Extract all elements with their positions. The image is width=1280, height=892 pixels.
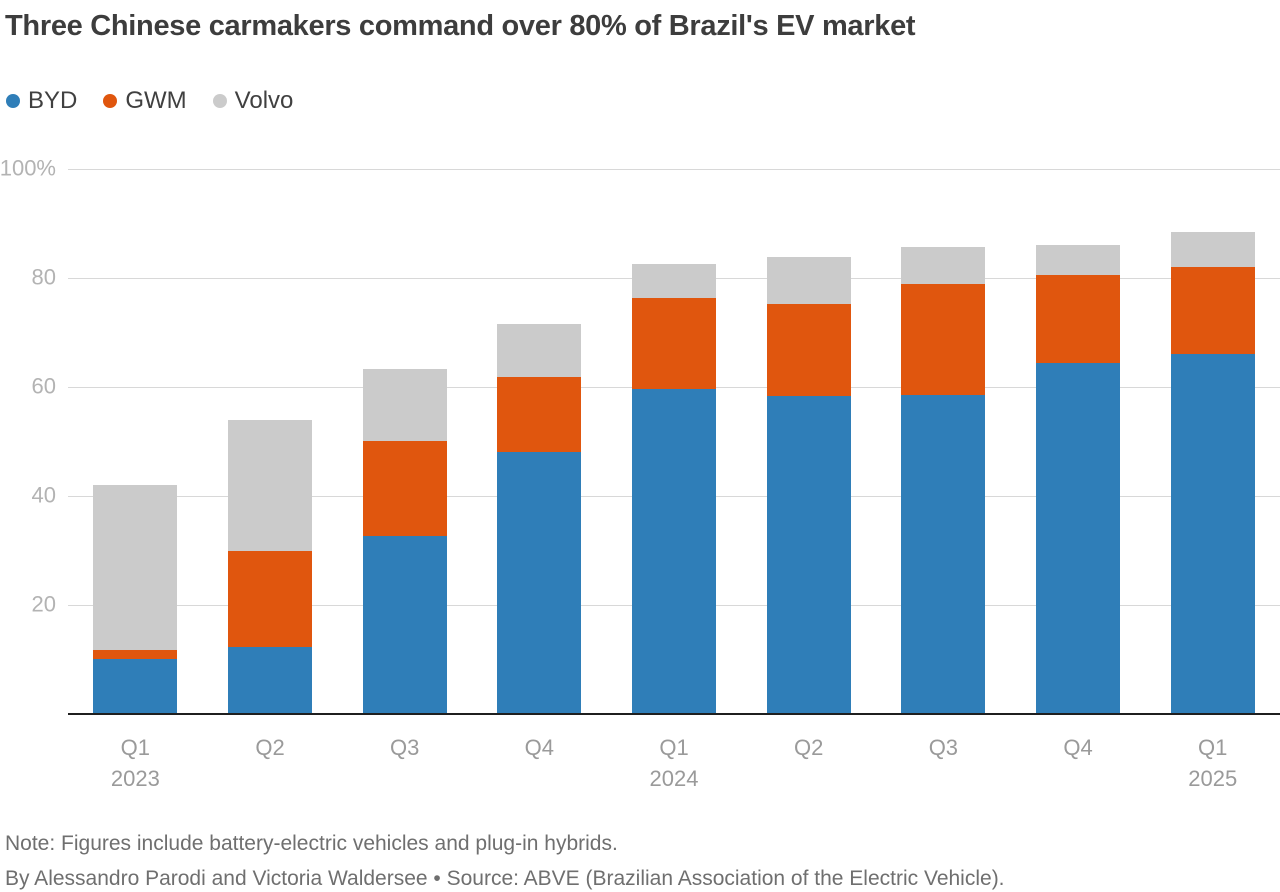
bar-segment-byd — [632, 389, 717, 714]
bar-segment-volvo — [766, 256, 851, 305]
bar-q3 — [362, 169, 447, 714]
legend-item-byd: BYD — [6, 87, 77, 115]
bars-layer — [68, 169, 1280, 714]
bar-segment-gwm — [1170, 267, 1255, 354]
legend-label: Volvo — [234, 87, 294, 114]
x-tick-label-q4: Q4 — [472, 732, 607, 794]
bar-segment-gwm — [901, 284, 986, 396]
legend-item-gwm: GWM — [103, 87, 187, 115]
bar-segment-gwm — [766, 304, 851, 397]
quarter-label: Q1 — [1198, 735, 1228, 760]
bar-segment-byd — [228, 646, 312, 714]
x-tick-label-q1-2025: Q1 2025 — [1145, 732, 1280, 794]
x-tick-label-q4: Q4 — [1011, 732, 1146, 794]
bar-q4 — [1036, 169, 1121, 714]
bar-q2 — [228, 169, 312, 714]
bar-segment-volvo — [228, 419, 312, 551]
x-tick-label-q3: Q3 — [876, 732, 1011, 794]
bar-q2 — [766, 169, 851, 714]
chart-title: Three Chinese carmakers command over 80%… — [5, 10, 916, 42]
quarter-label: Q2 — [794, 735, 824, 760]
bar-segment-volvo — [1170, 232, 1255, 268]
bar-q2-column — [741, 169, 876, 714]
legend-label: GWM — [125, 87, 187, 114]
legend-label: BYD — [28, 87, 78, 114]
y-tick-label-80: 80 — [31, 264, 56, 290]
bar-q4 — [497, 169, 582, 714]
x-tick-label-q3: Q3 — [337, 732, 472, 794]
bar-segment-gwm — [1036, 274, 1121, 364]
x-tick-label-q2: Q2 — [203, 732, 338, 794]
bar-q3 — [901, 169, 986, 714]
bar-q1-2024 — [632, 169, 717, 714]
legend-item-volvo: Volvo — [212, 87, 294, 115]
quarter-label: Q3 — [928, 735, 959, 760]
x-tick-label-q1-2024: Q1 2024 — [607, 732, 742, 794]
bar-q1-2025 — [1170, 169, 1255, 714]
bar-segment-volvo — [497, 323, 582, 378]
quarter-label: Q4 — [524, 735, 555, 760]
y-tick-label-60: 60 — [31, 373, 56, 399]
quarter-label: Q3 — [390, 735, 420, 760]
bar-q4-column — [1011, 169, 1146, 714]
y-tick-label-20: 20 — [31, 591, 56, 617]
x-axis-line — [68, 713, 1280, 715]
quarter-label: Q1 — [120, 735, 151, 760]
bar-segment-gwm — [497, 377, 582, 452]
chart-plot-area: 100% 80 60 40 20 — [0, 155, 1280, 715]
legend-dot-icon — [6, 94, 20, 108]
bar-segment-volvo — [362, 369, 447, 441]
gridline-100: 100% — [0, 155, 1280, 180]
bar-segment-volvo — [901, 246, 986, 285]
bar-segment-byd — [901, 395, 986, 714]
bar-segment-gwm — [362, 440, 447, 536]
bar-q4-column — [472, 169, 607, 714]
quarter-label: Q4 — [1063, 735, 1093, 760]
bar-q3-column — [337, 169, 472, 714]
legend-dot-icon — [103, 94, 118, 108]
bar-segment-byd — [766, 396, 851, 714]
bar-q3-column — [876, 169, 1011, 714]
y-tick-label-40: 40 — [31, 482, 56, 508]
bar-segment-byd — [362, 535, 447, 714]
bar-segment-byd — [497, 451, 582, 714]
bar-segment-volvo — [93, 485, 178, 651]
bar-segment-volvo — [1036, 244, 1121, 275]
chart-page: Three Chinese carmakers command over 80%… — [0, 10, 1280, 892]
x-tick-label-q1-2023: Q1 2023 — [68, 732, 203, 794]
bar-segment-gwm — [228, 550, 312, 647]
bar-segment-gwm — [93, 650, 178, 659]
bar-q1-2023-column — [68, 169, 203, 714]
bar-q1-2025-column — [1145, 169, 1280, 714]
bar-segment-gwm — [632, 298, 717, 390]
year-label: 2023 — [110, 766, 160, 791]
bar-segment-volvo — [632, 263, 717, 299]
year-label: 2025 — [1188, 766, 1238, 791]
x-axis-labels: Q1 2023 Q2 Q3 Q4 Q1 2024 Q2 Q3 Q4 Q1 2025 — [68, 732, 1280, 794]
chart-byline: By Alessandro Parodi and Victoria Walder… — [5, 867, 1005, 890]
bar-segment-byd — [1170, 353, 1255, 714]
x-tick-label-q2: Q2 — [741, 732, 876, 794]
chart-legend: BYD GWM Volvo — [6, 87, 1280, 115]
y-tick-label-100: 100% — [0, 155, 56, 181]
quarter-label: Q1 — [659, 735, 689, 760]
bar-segment-byd — [93, 658, 178, 714]
bar-q2-column — [203, 169, 338, 714]
quarter-label: Q2 — [255, 735, 285, 760]
bar-segment-byd — [1036, 363, 1121, 714]
legend-dot-icon — [212, 94, 227, 108]
bar-q1-2023 — [93, 169, 178, 714]
chart-note: Note: Figures include battery-electric v… — [5, 832, 618, 855]
bar-q1-2024-column — [607, 169, 742, 714]
year-label: 2024 — [649, 766, 699, 791]
